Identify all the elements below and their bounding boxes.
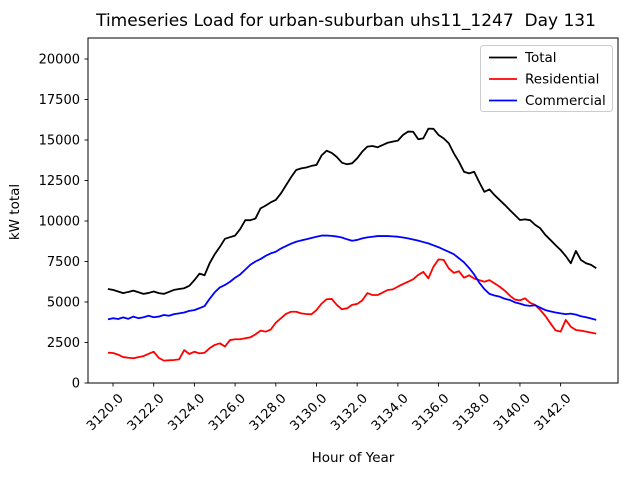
legend-entry-residential: Residential (489, 72, 599, 88)
axes-frame (87, 37, 619, 384)
legend-label-commercial: Commercial (525, 93, 606, 109)
legend-label-total: Total (524, 50, 557, 66)
series-lines (107, 127, 597, 362)
x-axis-ticks: 3120.03122.03124.03126.03128.03130.03132… (84, 383, 574, 434)
x-tick-label: 3142.0 (532, 391, 575, 434)
series-line-total (107, 127, 597, 295)
y-axis-label: kW total (7, 184, 23, 240)
x-tick-label: 3130.0 (288, 391, 331, 434)
legend: Total Residential Commercial (480, 45, 613, 112)
x-tick-label: 3128.0 (247, 391, 290, 434)
y-axis-ticks: 0 2500 5000 7500 10000 12500 15000 17500 20000 (39, 52, 88, 392)
legend-box (480, 45, 613, 112)
y-tick-label: 0 (72, 377, 80, 392)
legend-label-residential: Residential (525, 72, 599, 88)
y-tick-label: 12500 (39, 174, 80, 189)
y-tick-label: 2500 (47, 336, 80, 351)
series-line-residential (107, 258, 597, 362)
y-tick-label: 7500 (47, 255, 80, 270)
x-tick-label: 3122.0 (125, 391, 168, 434)
x-tick-label: 3132.0 (328, 391, 371, 434)
series-line-commercial (107, 234, 597, 321)
legend-entry-commercial: Commercial (489, 93, 606, 109)
x-tick-label: 3124.0 (165, 391, 208, 434)
x-tick-label: 3136.0 (410, 391, 453, 434)
x-tick-label: 3138.0 (450, 391, 493, 434)
x-tick-label: 3134.0 (369, 391, 412, 434)
y-tick-label: 20000 (39, 52, 80, 67)
x-tick-label: 3140.0 (491, 391, 534, 434)
x-tick-label: 3120.0 (84, 391, 127, 434)
y-tick-label: 15000 (39, 133, 80, 148)
y-tick-label: 10000 (39, 214, 80, 229)
y-tick-label: 17500 (39, 93, 80, 108)
legend-entry-total: Total (489, 50, 557, 66)
chart-title: Timeseries Load for urban-suburban uhs11… (95, 11, 596, 31)
y-tick-label: 5000 (47, 295, 80, 310)
x-tick-label: 3126.0 (206, 391, 249, 434)
x-axis-label: Hour of Year (312, 450, 395, 466)
